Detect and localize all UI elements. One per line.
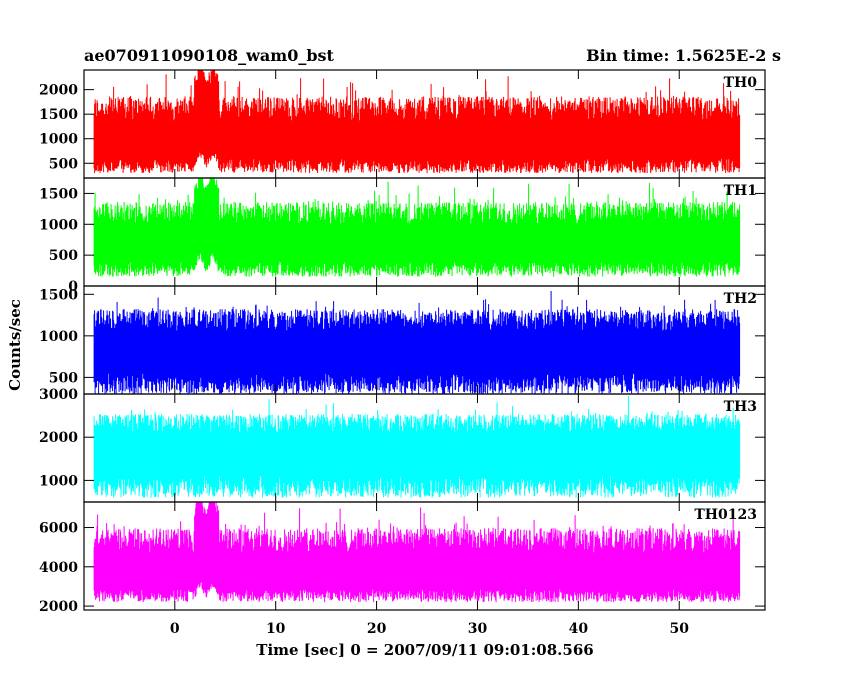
y-tick-label: 6000: [39, 521, 78, 537]
th3-series: [93, 396, 741, 498]
panel-th3: 1000 2000 3000 TH3: [39, 387, 766, 503]
panel-frame: [83, 501, 766, 611]
y-tick-label: 1500: [39, 107, 78, 123]
panel-th0: 500 1000 1500 2000 TH0: [39, 69, 766, 179]
y-tick-label: 1000: [39, 132, 78, 148]
y-tick-label: 1000: [39, 329, 78, 345]
panel-label: TH3: [724, 399, 757, 415]
y-tick-label: 1000: [39, 217, 78, 233]
x-axis-label: Time [sec] 0 = 2007/09/11 09:01:08.566: [256, 641, 593, 659]
y-tick-label: 1500: [39, 186, 78, 202]
x-tick-label: 20: [367, 621, 387, 637]
x-tick-label: 0: [170, 621, 180, 637]
y-tick-label: 4000: [39, 560, 78, 576]
y-tick-label: 0: [68, 279, 78, 295]
x-axis: 0 10 20 30 40 50: [170, 621, 689, 637]
th2-series: [93, 291, 741, 394]
panel-th1: 0 500 1000 1500 TH1: [39, 177, 766, 295]
panel-label: TH1: [724, 183, 757, 199]
y-tick-label: 500: [49, 248, 78, 264]
bin-time-label: Bin time: 1.5625E-2 s: [586, 46, 781, 65]
panel-label: TH2: [724, 291, 757, 307]
y-tick-label: 500: [49, 156, 78, 172]
y-tick-label: 2000: [39, 430, 78, 446]
y-tick-label: 1000: [39, 473, 78, 489]
y-tick-label: 3000: [39, 387, 78, 403]
figure-title: ae070911090108_wam0_bst: [84, 46, 335, 65]
th0-series: [93, 70, 741, 174]
y-tick-label: 1500: [39, 287, 78, 303]
th0123-series: [93, 502, 741, 603]
panel-label: TH0123: [694, 507, 757, 523]
x-tick-label: 30: [468, 621, 488, 637]
panel-label: TH0: [724, 75, 758, 91]
panel-th0123: 2000 4000 6000 TH0123: [39, 501, 766, 615]
x-tick-label: 10: [266, 621, 286, 637]
y-tick-label: 500: [49, 370, 78, 386]
th1-series: [93, 178, 741, 277]
panel-th2: 500 1000 1500 TH2: [39, 285, 766, 395]
x-tick-label: 40: [569, 621, 589, 637]
x-tick-label: 50: [670, 621, 690, 637]
y-tick-label: 2000: [39, 83, 78, 99]
y-axis-label: Counts/sec: [6, 299, 24, 391]
y-tick-label: 2000: [39, 599, 78, 615]
